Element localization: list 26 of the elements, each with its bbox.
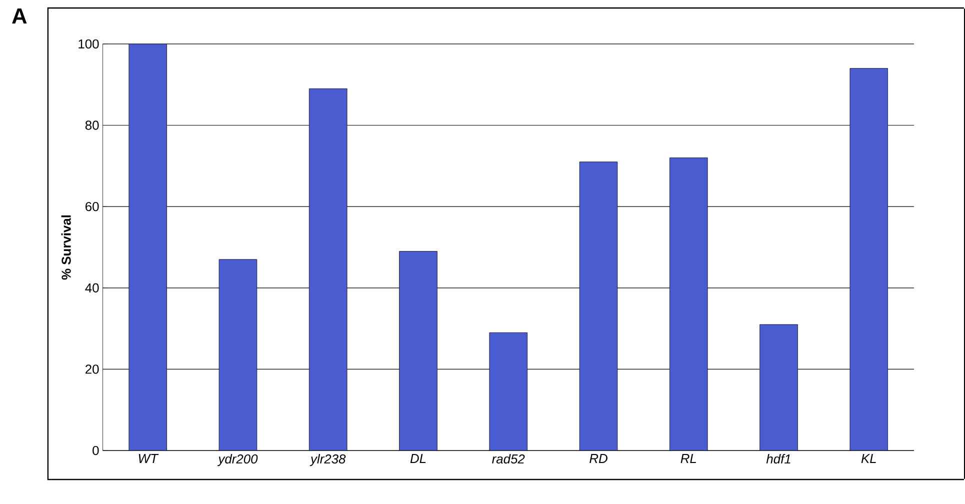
- x-tick-label: KL: [861, 454, 876, 463]
- y-axis-title: % Survival: [61, 215, 71, 280]
- bar: [308, 88, 348, 450]
- bar: [489, 332, 528, 450]
- bar: [399, 250, 438, 450]
- y-tick-label: 60: [86, 202, 99, 211]
- y-tick-label: 80: [85, 120, 99, 130]
- x-tick-label: ydr200: [217, 454, 258, 466]
- x-tick-label: RD: [590, 454, 608, 463]
- y-tick-label: 20: [86, 364, 99, 374]
- x-tick-label: hdf1: [766, 454, 790, 464]
- bar: [579, 161, 618, 450]
- x-tick-label: DL: [410, 454, 426, 463]
- x-tick-label: RL: [680, 454, 696, 463]
- x-tick-label: ylr238: [310, 454, 346, 466]
- y-tick-label: 100: [78, 39, 99, 48]
- bar: [670, 157, 708, 450]
- x-tick-label: WT: [138, 454, 159, 463]
- bar: [128, 44, 167, 450]
- y-tick-label: 0: [92, 446, 99, 455]
- bar: [850, 68, 888, 450]
- bar: [760, 324, 798, 450]
- text: A: [12, 8, 27, 24]
- bar: [218, 258, 258, 450]
- y-tick-label: 40: [85, 283, 99, 292]
- x-tick-label: rad52: [492, 454, 525, 464]
